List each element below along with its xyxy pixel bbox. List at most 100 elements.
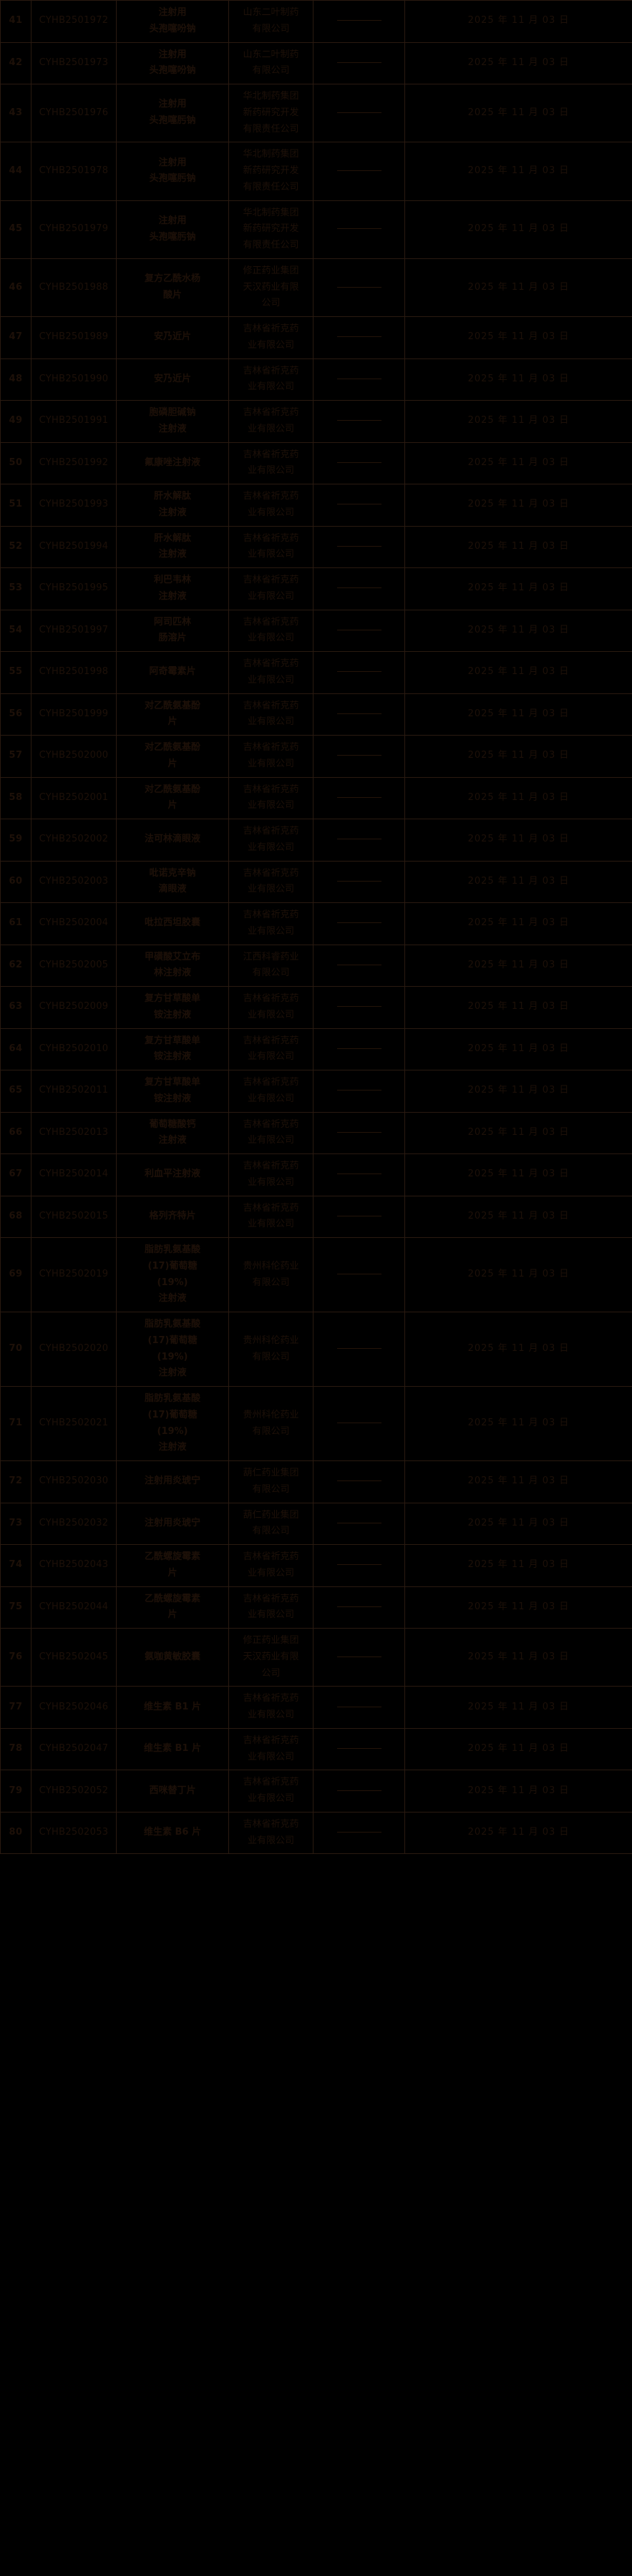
company-name: 贵州科伦药业 有限公司 bbox=[228, 1312, 313, 1387]
company-name: 吉林省祈克药 业有限公司 bbox=[228, 735, 313, 778]
row-index: 63 bbox=[0, 986, 31, 1029]
acceptance-number: CYHB2502015 bbox=[31, 1195, 117, 1238]
dash-rule-icon bbox=[336, 755, 381, 756]
drug-name-line: 头孢噻肟钠 bbox=[149, 115, 196, 127]
drug-name-line: 复方甘草酸单 bbox=[144, 1035, 200, 1046]
drug-name-line: 吡诺克辛钠 bbox=[149, 867, 196, 879]
table-row: 45 CYHB2501979 注射用 头孢噻肟钠 华北制药集团 新药研究开发 有限责任公司 2… bbox=[0, 200, 632, 259]
acceptance-number: CYHB2501973 bbox=[31, 42, 117, 84]
acceptance-date: 2025 年 11 月 03 日 bbox=[404, 258, 632, 318]
row-index: 47 bbox=[0, 316, 31, 359]
acceptance-number: CYHB2502043 bbox=[31, 1544, 117, 1587]
acceptance-date: 2025 年 11 月 03 日 bbox=[404, 1811, 632, 1855]
company-name-line: 吉林省祈克药 bbox=[243, 449, 299, 460]
dash-rule-icon bbox=[336, 880, 381, 882]
acceptance-date: 2025 年 11 月 03 日 bbox=[404, 400, 632, 443]
table-row: 52 CYHB2501994 肝水解肽 注射液 吉林省祈克药 业有限公司 2025 年 11… bbox=[0, 525, 632, 568]
company-name-line: 吉林省祈克药 bbox=[243, 575, 299, 585]
drug-name: 脂肪乳氨基酸 (17)葡萄糖 (19%) 注射液 bbox=[116, 1312, 229, 1387]
drug-name: 利血平注射液 bbox=[116, 1153, 229, 1196]
note-dash bbox=[313, 142, 405, 201]
acceptance-date: 2025 年 11 月 03 日 bbox=[404, 609, 632, 652]
drug-name: 注射用 头孢噻吩钠 bbox=[116, 0, 229, 43]
drug-name: 吡拉西坦胶囊 bbox=[116, 902, 229, 945]
drug-name: 脂肪乳氨基酸 (17)葡萄糖 (19%) 注射液 bbox=[116, 1386, 229, 1461]
row-index: 76 bbox=[0, 1627, 31, 1687]
company-name-line: 修正药业集团 bbox=[243, 1635, 299, 1646]
company-name: 吉林省祈克药 业有限公司 bbox=[228, 1770, 313, 1813]
company-name-line: 业有限公司 bbox=[247, 1219, 294, 1230]
row-index: 70 bbox=[0, 1312, 31, 1387]
drug-name-line: (19%) bbox=[157, 1351, 188, 1362]
company-name-line: 华北制药集团 bbox=[243, 207, 299, 218]
drug-name-line: 胞磷胆碱钠 bbox=[149, 407, 196, 418]
company-name: 吉林省祈克药 业有限公司 bbox=[228, 1811, 313, 1855]
company-name: 吉林省祈克药 业有限公司 bbox=[228, 1111, 313, 1154]
acceptance-number: CYHB2502000 bbox=[31, 735, 117, 778]
acceptance-date: 2025 年 11 月 03 日 bbox=[404, 316, 632, 359]
table-row: 72 CYHB2502030 注射用炎琥宁 葫仁药业集团 有限公司 2025 年 11 月… bbox=[0, 1460, 632, 1503]
acceptance-date: 2025 年 11 月 03 日 bbox=[404, 1586, 632, 1629]
company-name-line: 业有限公司 bbox=[247, 507, 294, 518]
table-row: 63 CYHB2502009 复方甘草酸单 铵注射液 吉林省祈克药 业有限公司 2025 年… bbox=[0, 986, 632, 1029]
drug-name: 肝水解肽 注射液 bbox=[116, 484, 229, 527]
company-name: 吉林省祈克药 业有限公司 bbox=[228, 1544, 313, 1587]
company-name: 吉林省祈克药 业有限公司 bbox=[228, 1028, 313, 1070]
company-name-line: 业有限公司 bbox=[247, 758, 294, 769]
row-index: 77 bbox=[0, 1686, 31, 1729]
company-name-line: 葫仁药业集团 bbox=[243, 1468, 299, 1478]
drug-name: 肝水解肽 注射液 bbox=[116, 525, 229, 568]
note-dash bbox=[313, 609, 405, 652]
drug-name: 胞磷胆碱钠 注射液 bbox=[116, 400, 229, 443]
row-index: 51 bbox=[0, 484, 31, 527]
company-name: 华北制药集团 新药研究开发 有限责任公司 bbox=[228, 142, 313, 201]
acceptance-number: CYHB2501993 bbox=[31, 484, 117, 527]
drug-name-line: 复方乙酰水杨 bbox=[144, 273, 200, 285]
table-row: 44 CYHB2501978 注射用 头孢噻肟钠 华北制药集团 新药研究开发 有限责任公司 2… bbox=[0, 142, 632, 201]
note-dash bbox=[313, 441, 405, 484]
drug-name-line: 片 bbox=[167, 716, 178, 728]
acceptance-date: 2025 年 11 月 03 日 bbox=[404, 42, 632, 84]
acceptance-number: CYHB2502013 bbox=[31, 1111, 117, 1154]
table-row: 53 CYHB2501995 利巴韦林 注射液 吉林省祈克药 业有限公司 2025 年 11… bbox=[0, 567, 632, 610]
company-name-line: 江西科睿药业 bbox=[243, 951, 299, 962]
drug-name: 维生素 B1 片 bbox=[116, 1686, 229, 1729]
acceptance-number: CYHB2501991 bbox=[31, 400, 117, 443]
company-name-line: 吉林省祈克药 bbox=[243, 532, 299, 544]
table-row: 64 CYHB2502010 复方甘草酸单 铵注射液 吉林省祈克药 业有限公司 2025 年… bbox=[0, 1028, 632, 1070]
dash-rule-icon bbox=[336, 286, 381, 288]
acceptance-date: 2025 年 11 月 03 日 bbox=[404, 1770, 632, 1813]
company-name: 吉林省祈克药 业有限公司 bbox=[228, 1686, 313, 1729]
drug-name-line: 利巴韦林 bbox=[153, 575, 191, 585]
note-dash bbox=[313, 400, 405, 443]
acceptance-number: CYHB2502052 bbox=[31, 1770, 117, 1813]
acceptance-date: 2025 年 11 月 03 日 bbox=[404, 1070, 632, 1113]
table-row: 73 CYHB2502032 注射用炎琥宁 葫仁药业集团 有限公司 2025 年 11 月… bbox=[0, 1502, 632, 1545]
note-dash bbox=[313, 200, 405, 259]
row-index: 59 bbox=[0, 819, 31, 862]
row-index: 73 bbox=[0, 1502, 31, 1545]
row-index: 72 bbox=[0, 1460, 31, 1503]
note-dash bbox=[313, 735, 405, 778]
dash-rule-icon bbox=[336, 671, 381, 673]
drug-name: 复方甘草酸单 铵注射液 bbox=[116, 1028, 229, 1070]
company-name: 吉林省祈克药 业有限公司 bbox=[228, 316, 313, 359]
drug-name: 对乙酰氨基酚片 bbox=[116, 735, 229, 778]
company-name-line: 天汉药业有限 bbox=[243, 281, 299, 293]
row-index: 50 bbox=[0, 441, 31, 484]
row-index: 55 bbox=[0, 651, 31, 694]
row-index: 75 bbox=[0, 1586, 31, 1629]
acceptance-date: 2025 年 11 月 03 日 bbox=[404, 484, 632, 527]
drug-name: 复方乙酰水杨 酸片 bbox=[116, 258, 229, 318]
note-dash bbox=[313, 1502, 405, 1545]
drug-name-line: 注射液 bbox=[158, 423, 187, 434]
acceptance-number: CYHB2502020 bbox=[31, 1312, 117, 1387]
dash-rule-icon bbox=[336, 587, 381, 589]
note-dash bbox=[313, 1727, 405, 1771]
company-name-line: 有限公司 bbox=[252, 967, 290, 979]
company-name-line: 业有限公司 bbox=[247, 1709, 294, 1720]
row-index: 61 bbox=[0, 902, 31, 945]
company-name: 吉林省祈克药 业有限公司 bbox=[228, 400, 313, 443]
table-row: 48 CYHB2501990 安乃近片 吉林省祈克药 业有限公司 2025 年 11 月 … bbox=[0, 358, 632, 401]
acceptance-date: 2025 年 11 月 03 日 bbox=[404, 735, 632, 778]
